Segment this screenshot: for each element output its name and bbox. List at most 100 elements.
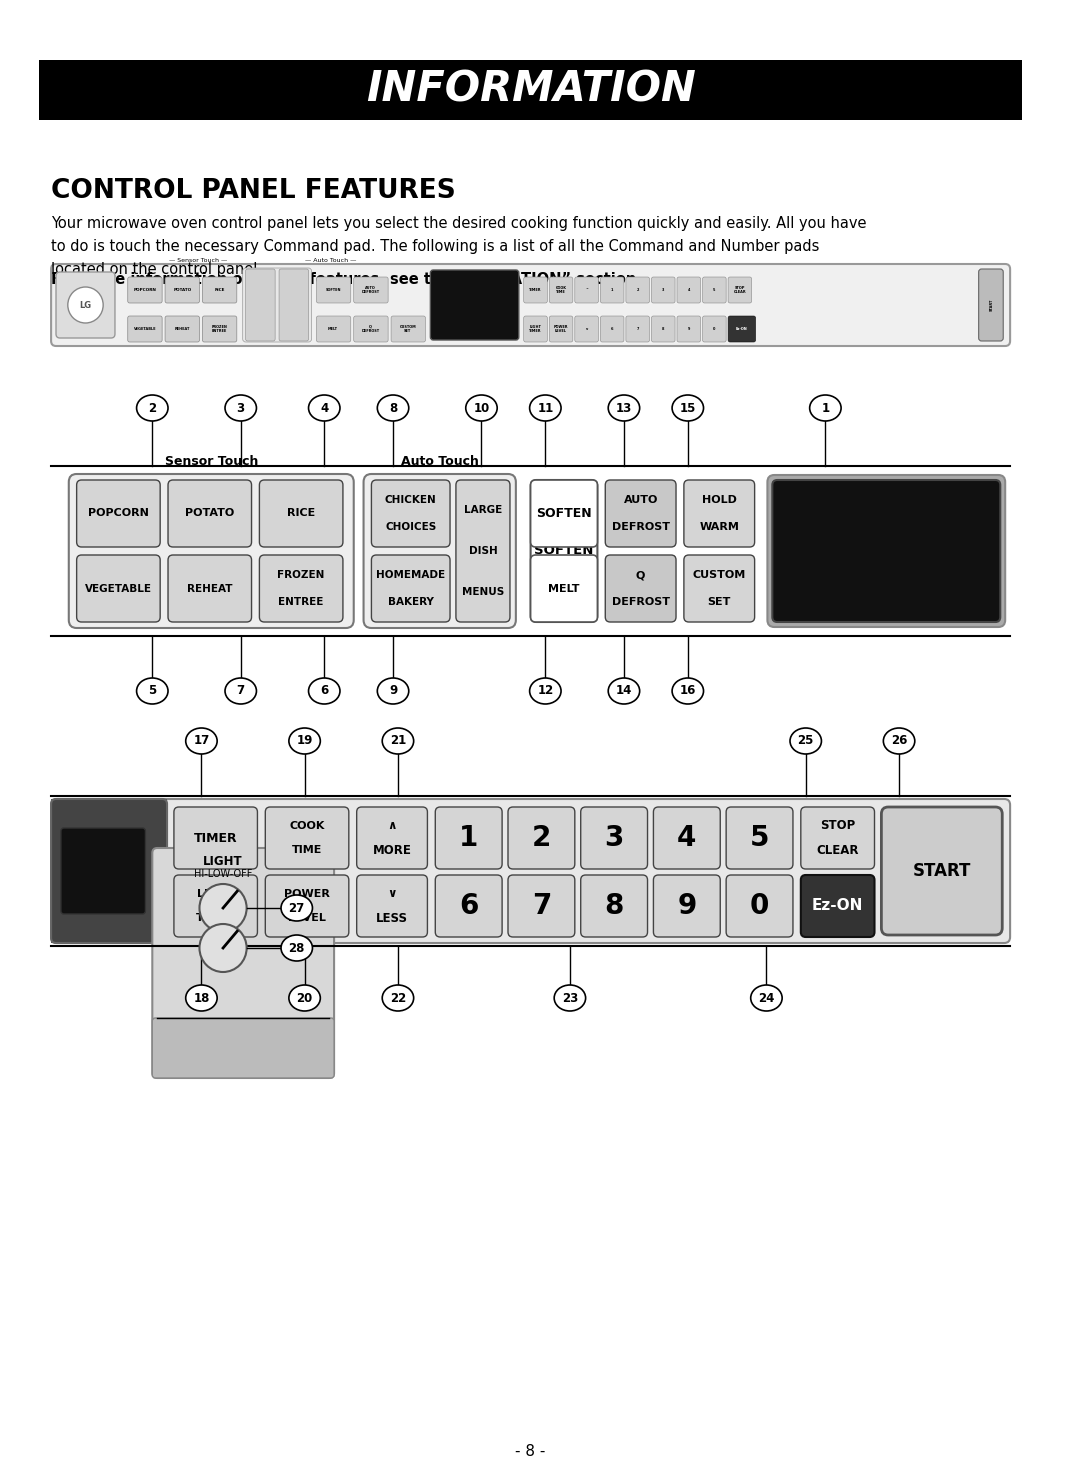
FancyBboxPatch shape <box>51 263 1010 346</box>
Ellipse shape <box>281 935 312 961</box>
Text: 16: 16 <box>679 685 696 698</box>
Ellipse shape <box>309 677 340 704</box>
Text: REHEAT: REHEAT <box>175 327 190 331</box>
Text: RICE: RICE <box>214 288 225 291</box>
FancyBboxPatch shape <box>728 317 756 342</box>
FancyBboxPatch shape <box>728 277 752 303</box>
Text: AUTO: AUTO <box>623 495 658 506</box>
Bar <box>51 799 167 944</box>
Ellipse shape <box>186 728 217 754</box>
Text: ∨: ∨ <box>388 887 396 901</box>
Text: HI-LOW-OFF: HI-LOW-OFF <box>194 870 253 879</box>
FancyBboxPatch shape <box>364 473 516 629</box>
FancyBboxPatch shape <box>60 828 146 914</box>
FancyBboxPatch shape <box>677 277 701 303</box>
Ellipse shape <box>186 985 217 1012</box>
Text: TIMER: TIMER <box>529 288 542 291</box>
Text: 15: 15 <box>679 401 696 414</box>
Text: ^: ^ <box>585 288 588 291</box>
Ellipse shape <box>136 677 168 704</box>
FancyBboxPatch shape <box>626 317 649 342</box>
Text: Q: Q <box>636 569 646 580</box>
FancyBboxPatch shape <box>174 876 257 938</box>
FancyBboxPatch shape <box>372 555 450 623</box>
FancyBboxPatch shape <box>524 277 548 303</box>
Text: 8: 8 <box>389 401 397 414</box>
Text: 24: 24 <box>758 991 774 1004</box>
Text: 17: 17 <box>193 735 210 747</box>
Circle shape <box>68 287 104 322</box>
Text: 6: 6 <box>459 892 478 920</box>
Text: 1: 1 <box>459 824 478 852</box>
Ellipse shape <box>608 395 639 422</box>
Text: 3: 3 <box>605 824 624 852</box>
Ellipse shape <box>309 395 340 422</box>
Text: 5: 5 <box>713 288 716 291</box>
Text: DEFROST: DEFROST <box>611 598 670 606</box>
Text: POWER: POWER <box>284 889 330 899</box>
Text: FROZEN: FROZEN <box>278 569 325 580</box>
FancyBboxPatch shape <box>354 317 388 342</box>
Ellipse shape <box>288 728 321 754</box>
Text: 28: 28 <box>288 942 305 954</box>
FancyBboxPatch shape <box>800 876 875 938</box>
FancyBboxPatch shape <box>508 808 575 870</box>
FancyBboxPatch shape <box>316 317 351 342</box>
Text: STOP
CLEAR: STOP CLEAR <box>733 285 746 294</box>
FancyBboxPatch shape <box>605 481 676 547</box>
FancyBboxPatch shape <box>684 481 755 547</box>
FancyBboxPatch shape <box>703 277 726 303</box>
Text: HOLD: HOLD <box>702 495 737 506</box>
Text: 2: 2 <box>531 824 551 852</box>
Bar <box>39 61 1022 120</box>
Text: POPCORN: POPCORN <box>134 288 157 291</box>
Text: VEGETABLE: VEGETABLE <box>134 327 157 331</box>
Text: VEGETABLE: VEGETABLE <box>85 584 152 593</box>
Ellipse shape <box>288 985 321 1012</box>
Text: TIMER: TIMER <box>197 914 235 923</box>
Text: 20: 20 <box>297 991 313 1004</box>
Text: 21: 21 <box>390 735 406 747</box>
Text: 14: 14 <box>616 685 632 698</box>
Ellipse shape <box>529 395 562 422</box>
FancyBboxPatch shape <box>881 808 1002 935</box>
FancyBboxPatch shape <box>51 799 167 944</box>
Text: 13: 13 <box>616 401 632 414</box>
FancyBboxPatch shape <box>77 481 160 547</box>
FancyBboxPatch shape <box>600 277 624 303</box>
Text: MELT: MELT <box>328 327 338 331</box>
Text: Ez-ON: Ez-ON <box>735 327 747 331</box>
Text: LG: LG <box>80 300 92 309</box>
Text: 11: 11 <box>537 401 553 414</box>
Ellipse shape <box>554 985 585 1012</box>
FancyBboxPatch shape <box>391 317 426 342</box>
Text: CHOICES: CHOICES <box>386 522 436 532</box>
FancyBboxPatch shape <box>243 268 311 342</box>
Text: Sensor Touch: Sensor Touch <box>164 456 258 467</box>
Text: 18: 18 <box>193 991 210 1004</box>
FancyBboxPatch shape <box>430 271 518 340</box>
Circle shape <box>200 884 246 932</box>
FancyBboxPatch shape <box>356 808 428 870</box>
Text: LARGE: LARGE <box>463 506 502 515</box>
Text: CHICKEN
CHOICES: CHICKEN CHOICES <box>252 300 269 309</box>
Text: DEFROST: DEFROST <box>611 522 670 532</box>
Text: 27: 27 <box>288 902 305 914</box>
Text: STOP: STOP <box>820 819 855 833</box>
Text: 23: 23 <box>562 991 578 1004</box>
Text: 0: 0 <box>713 327 716 331</box>
Text: LIGHT: LIGHT <box>198 889 234 899</box>
Text: 8: 8 <box>605 892 624 920</box>
Text: COOK
TIME: COOK TIME <box>555 285 567 294</box>
Ellipse shape <box>136 395 168 422</box>
Text: 6: 6 <box>320 685 328 698</box>
Text: Auto Touch: Auto Touch <box>401 456 478 467</box>
Ellipse shape <box>810 395 841 422</box>
FancyBboxPatch shape <box>316 277 351 303</box>
Text: 8: 8 <box>662 327 664 331</box>
Text: CONTROL PANEL FEATURES: CONTROL PANEL FEATURES <box>51 177 456 204</box>
Text: 9: 9 <box>389 685 397 698</box>
Text: REHEAT: REHEAT <box>187 584 232 593</box>
Circle shape <box>200 924 246 972</box>
Text: TIMER: TIMER <box>194 831 238 845</box>
